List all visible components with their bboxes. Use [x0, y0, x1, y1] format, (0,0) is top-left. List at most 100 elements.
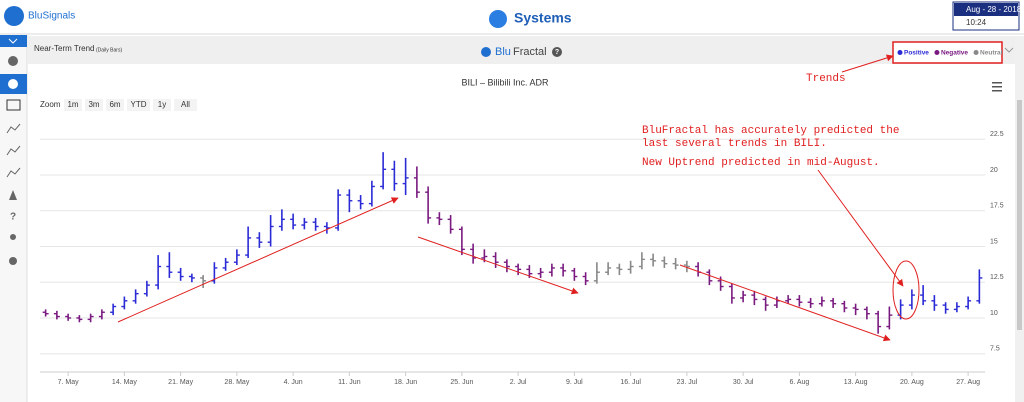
x-tick-label: 18. Jun: [394, 379, 417, 386]
ohlc-bar: [380, 152, 387, 190]
legend-dot: [973, 50, 979, 55]
legend-label[interactable]: Neutral: [980, 50, 1003, 57]
ohlc-bar: [301, 217, 308, 230]
ohlc-bar: [638, 252, 645, 270]
x-tick-label: 7. May: [58, 379, 80, 386]
annotation: BluFractal has accurately predicted the: [642, 125, 899, 137]
ohlc-bar: [391, 160, 398, 191]
legend-label[interactable]: Negative: [941, 50, 968, 57]
nav-trend3[interactable]: [6, 167, 21, 178]
chart-menu[interactable]: [992, 82, 1002, 92]
ohlc-bar: [256, 232, 263, 248]
x-tick-label: 21. May: [168, 379, 193, 386]
ohlc-bar: [177, 267, 184, 281]
zoom-button-label: All: [181, 100, 190, 109]
ohlc-bar: [290, 213, 297, 230]
nav-user[interactable]: [10, 234, 16, 240]
ohlc-bar: [222, 257, 229, 271]
nav-lab[interactable]: [9, 190, 17, 200]
nav-icons: ?: [6, 56, 21, 265]
ohlc-bar: [515, 263, 522, 276]
legend-dot: [897, 50, 903, 55]
highlight-ellipse: [892, 260, 920, 320]
zoom-button[interactable]: [127, 99, 150, 111]
ohlc-bar: [132, 289, 139, 304]
ohlc-bar: [695, 262, 702, 277]
x-tick-label: 6. Aug: [789, 379, 809, 386]
annotation: last several trends in BILI.: [642, 138, 827, 150]
x-tick-label: 9. Jul: [566, 379, 583, 386]
zoom-button[interactable]: [85, 99, 103, 111]
nav-dashboard[interactable]: [8, 56, 18, 66]
menu-bar: [992, 82, 1002, 84]
ohlc-bar: [908, 289, 915, 310]
ohlc-bar: [560, 263, 567, 277]
arrow: [117, 197, 399, 323]
ohlc-bar: [312, 217, 319, 231]
y-tick-label: 22.5: [990, 131, 1004, 138]
legend-box: [892, 41, 1003, 64]
ohlc-bar: [942, 302, 949, 314]
sidebar-toggle[interactable]: [0, 35, 27, 47]
nav-trend2[interactable]: [6, 145, 21, 156]
ohlc-bar: [773, 296, 780, 308]
help-text: ?: [555, 49, 559, 56]
scroll-thumb[interactable]: [1017, 100, 1022, 330]
legend-label[interactable]: Positive: [904, 50, 929, 57]
nav-chart[interactable]: [6, 99, 21, 111]
ohlc-bar: [863, 306, 870, 320]
ohlc-bar: [762, 296, 769, 311]
dropdown[interactable]: [1004, 47, 1014, 53]
zoom-button[interactable]: [153, 99, 171, 111]
ohlc-bar: [818, 296, 825, 307]
x-tick-label: 20. Aug: [900, 379, 924, 386]
menu-bar: [992, 86, 1002, 88]
ohlc-bar: [796, 295, 803, 307]
nav-settings[interactable]: [9, 257, 17, 265]
ohlc-bar: [98, 309, 105, 320]
legend-dot: [934, 50, 940, 55]
nav-trend1[interactable]: [6, 123, 21, 134]
ohlc-bar: [143, 280, 150, 297]
ohlc-bar: [717, 276, 724, 291]
arrow: [817, 169, 904, 287]
ohlc-bar: [706, 269, 713, 286]
zoom-button-label: 3m: [88, 100, 99, 109]
ohlc-bar: [42, 309, 49, 317]
brand[interactable]: BluSignals: [28, 11, 75, 22]
ohlc-bar: [121, 296, 128, 310]
zoom-button[interactable]: [174, 99, 197, 111]
ohlc-bar: [335, 189, 342, 231]
ohlc-bar: [166, 252, 173, 278]
date: Aug - 28 - 2018: [966, 5, 1022, 14]
ohlc-bar: [605, 262, 612, 276]
ohlc-bar: [402, 157, 409, 196]
panel-title: Near-Term Trend: [34, 44, 94, 53]
help-icon[interactable]: [552, 47, 562, 57]
ohlc-bar: [740, 290, 747, 303]
header: [0, 0, 1024, 34]
x-tick-label: 13. Aug: [844, 379, 868, 386]
date-bg: [954, 3, 1018, 16]
zoom-button[interactable]: [64, 99, 82, 111]
ohlc-bar: [785, 295, 792, 304]
x-tick-label: 4. Jun: [284, 379, 303, 386]
ohlc-bar: [965, 296, 972, 310]
nav-help[interactable]: ?: [10, 212, 16, 223]
panel-header: [28, 36, 1015, 64]
panel-subtitle: (Daily Bars): [96, 47, 122, 53]
brand-icon[interactable]: [4, 6, 24, 26]
ohlc-bar: [661, 256, 668, 268]
ohlc-bar: [616, 263, 623, 276]
zoom-button-label: YTD: [131, 100, 147, 109]
ohlc-bar: [65, 313, 72, 321]
zoom-label: Zoom: [40, 100, 61, 109]
zoom-button[interactable]: [106, 99, 124, 111]
ohlc-bar: [188, 273, 195, 283]
nav-systems[interactable]: [8, 79, 18, 89]
ohlc-bar: [357, 195, 364, 210]
x-tick-label: 25. Jun: [450, 379, 473, 386]
ohlc-bar: [886, 306, 893, 330]
ohlc-bar: [627, 260, 634, 274]
